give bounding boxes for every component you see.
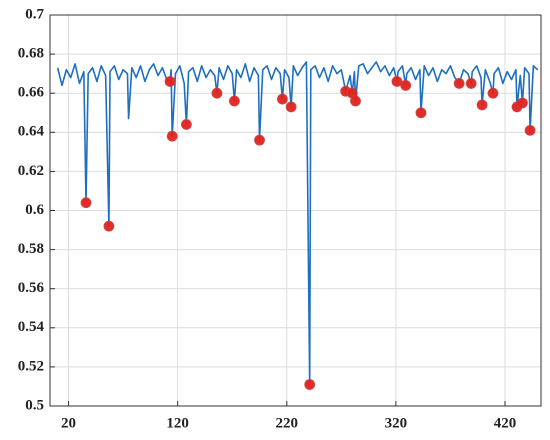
y-tick-label: 0.56: [18, 280, 45, 296]
plot-frame: [49, 14, 542, 407]
y-tick-label: 0.5: [25, 397, 44, 413]
scatter-point: [453, 78, 465, 89]
scatter-point: [211, 87, 223, 99]
x-tick-label: 220: [276, 415, 299, 431]
y-tick-label: 0.68: [18, 46, 44, 62]
x-tick-label: 120: [166, 415, 189, 431]
y-tick-label: 0.7: [25, 6, 44, 22]
scatter-point: [476, 99, 488, 111]
x-tick-label: 20: [61, 415, 76, 431]
y-tick-label: 0.52: [18, 358, 44, 374]
y-tick-label: 0.58: [18, 241, 44, 257]
scatter-point: [103, 220, 115, 232]
scatter-point: [391, 76, 403, 87]
scatter-point: [350, 95, 361, 107]
scatter-point: [164, 76, 176, 87]
scatter-point: [465, 78, 477, 89]
y-tick-label: 0.64: [18, 124, 45, 140]
y-tick-label: 0.54: [18, 319, 45, 335]
scatter-point: [277, 93, 288, 105]
scatter-point: [524, 124, 536, 136]
scatter-point: [285, 101, 297, 113]
scatter-point: [228, 95, 240, 107]
x-tick-label: 320: [385, 415, 408, 431]
scatter-point: [415, 107, 427, 119]
y-tick-label: 0.66: [18, 85, 45, 101]
scatter-point: [180, 119, 192, 130]
x-tick-label: 420: [494, 415, 517, 431]
scatter-point: [400, 79, 412, 91]
scatter-point: [487, 87, 499, 99]
scatter-point: [304, 379, 316, 390]
scatter-point: [517, 97, 528, 109]
scatter-point: [254, 134, 265, 146]
scatter-point: [166, 130, 178, 142]
data-line: [56, 61, 539, 386]
y-tick-label: 0.62: [18, 163, 44, 179]
y-tick-label: 0.6: [25, 202, 44, 218]
scatter-point: [80, 197, 92, 209]
